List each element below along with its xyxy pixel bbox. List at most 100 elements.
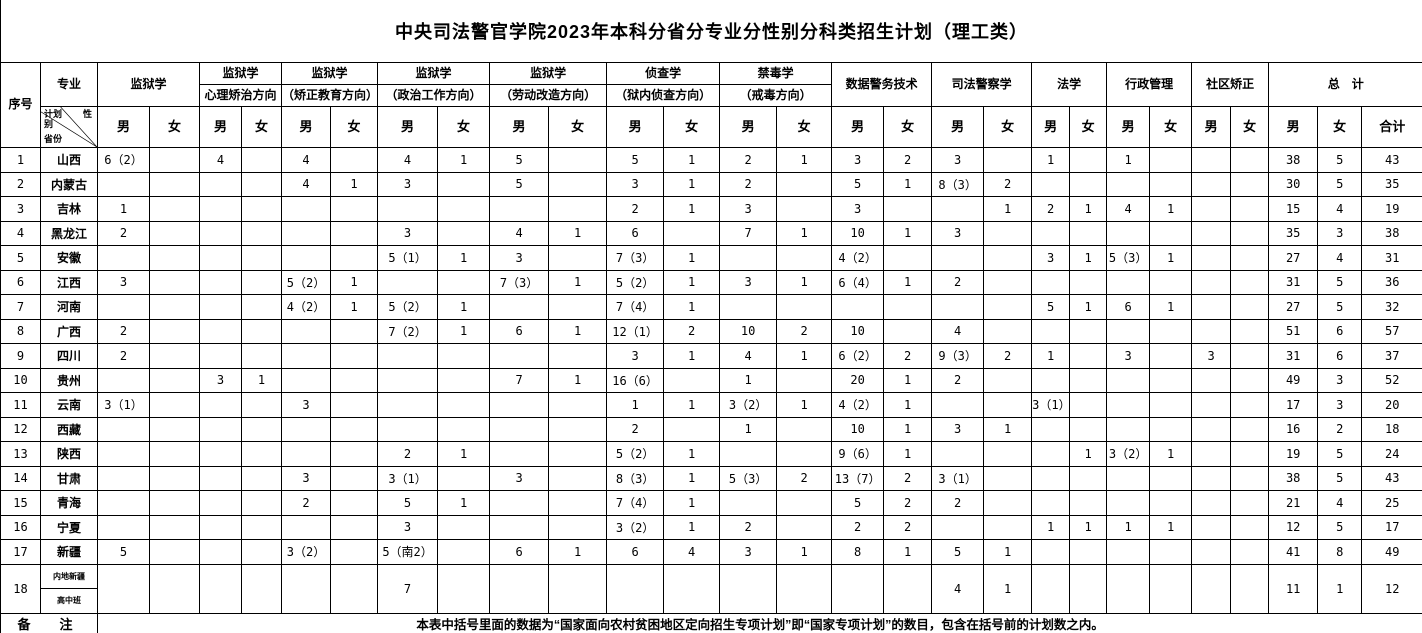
data-cell: 3 — [489, 465, 550, 491]
data-cell — [489, 343, 550, 369]
table-row: 1 山西 6（2） 4 4 4 1 5 5 1 2 1 3 2 3 1 1 38 5 43 — [0, 147, 1422, 173]
data-cell — [1191, 490, 1232, 516]
data-cell: 43 — [1361, 465, 1422, 491]
data-cell: 9（6） — [831, 441, 885, 467]
data-cell — [281, 416, 332, 442]
data-cell — [199, 343, 243, 369]
row-number-cell: 16 — [0, 514, 41, 540]
data-cell: 5 — [1317, 441, 1363, 467]
data-cell — [1191, 196, 1232, 222]
data-cell — [1149, 269, 1193, 295]
corner-gender-label-1: 性 — [82, 109, 92, 119]
data-cell — [148, 171, 201, 197]
data-cell: 2 — [883, 490, 933, 516]
data-cell — [1191, 318, 1232, 344]
group-title-8: 司法警察学 — [931, 62, 1033, 107]
data-cell — [1149, 171, 1193, 197]
data-cell — [1191, 294, 1232, 320]
data-cell — [97, 514, 150, 540]
data-cell: 1 — [437, 294, 491, 320]
data-cell — [776, 441, 833, 467]
data-cell: 19 — [1361, 196, 1422, 222]
province-cell: 新疆 — [40, 539, 98, 565]
data-cell — [148, 220, 201, 246]
data-cell: 1 — [330, 269, 379, 295]
data-cell: 3 — [931, 220, 985, 246]
data-cell — [437, 269, 491, 295]
data-cell — [199, 196, 243, 222]
data-cell: 4 — [1317, 490, 1363, 516]
data-cell: 1 — [983, 196, 1033, 222]
data-cell: 15 — [1268, 196, 1319, 222]
data-cell: 1 — [437, 245, 491, 271]
data-cell — [148, 514, 201, 540]
major-column-header: 专业 — [40, 62, 98, 107]
data-cell: 1 — [663, 441, 721, 467]
data-cell — [1069, 269, 1108, 295]
data-cell — [241, 563, 283, 614]
data-cell — [1230, 318, 1270, 344]
data-cell — [148, 196, 201, 222]
data-cell — [1069, 416, 1108, 442]
data-cell — [1069, 318, 1108, 344]
enrollment-table: 序号 专业 监狱学 监狱学 监狱学 监狱学 监狱学 侦查学 禁毒学 数据警务技术 司法警察学 法学 行政… — [0, 62, 1422, 633]
corner-diagonal-cell: 计划 性别省份 — [40, 106, 98, 148]
data-cell — [1191, 171, 1232, 197]
data-cell — [148, 318, 201, 344]
data-cell — [97, 490, 150, 516]
data-cell: 10 — [831, 318, 885, 344]
data-cell: 1 — [1149, 196, 1193, 222]
data-cell — [1031, 367, 1071, 393]
data-cell — [437, 539, 491, 565]
data-cell: 38 — [1268, 465, 1319, 491]
data-cell — [1230, 220, 1270, 246]
data-cell — [719, 294, 778, 320]
data-cell — [489, 514, 550, 540]
row-number-cell: 2 — [0, 171, 41, 197]
data-cell — [1149, 147, 1193, 173]
data-cell: 6 — [1106, 294, 1151, 320]
data-cell — [199, 269, 243, 295]
data-cell — [1149, 392, 1193, 418]
data-cell — [1230, 171, 1270, 197]
data-cell: 5（2） — [606, 269, 665, 295]
data-cell: 2 — [931, 269, 985, 295]
data-cell: 7（3） — [489, 269, 550, 295]
data-cell — [1149, 367, 1193, 393]
data-cell — [330, 318, 379, 344]
data-cell — [1230, 416, 1270, 442]
data-cell: 1 — [1317, 563, 1363, 614]
group-title-6: 禁毒学 — [719, 62, 833, 85]
data-cell: 3 — [281, 465, 332, 491]
data-cell: 8 — [831, 539, 885, 565]
data-cell: 5 — [377, 490, 439, 516]
row-number-cell: 10 — [0, 367, 41, 393]
data-cell — [489, 563, 550, 614]
data-cell — [719, 245, 778, 271]
data-cell: 2 — [883, 465, 933, 491]
data-cell — [1106, 220, 1151, 246]
data-cell — [548, 245, 608, 271]
header-row-1: 序号 专业 监狱学 监狱学 监狱学 监狱学 监狱学 侦查学 禁毒学 数据警务技术 司法警察学 法学 行政… — [0, 62, 1422, 148]
table-row: 4 黑龙江 2 3 4 1 6 7 1 10 1 3 35 3 38 — [0, 220, 1422, 246]
data-cell — [241, 441, 283, 467]
group-title-1: 监狱学 — [199, 62, 283, 85]
data-cell: 3 — [1317, 367, 1363, 393]
data-cell: 5（1） — [377, 245, 439, 271]
data-cell: 27 — [1268, 294, 1319, 320]
data-cell: 1 — [1149, 441, 1193, 467]
data-cell — [489, 416, 550, 442]
data-cell — [983, 147, 1033, 173]
data-cell: 2 — [281, 490, 332, 516]
data-cell: 1 — [883, 220, 933, 246]
data-cell — [330, 196, 379, 222]
data-cell — [983, 490, 1033, 516]
data-cell: 1 — [663, 269, 721, 295]
data-cell: 1 — [1149, 294, 1193, 320]
data-cell: 35 — [1361, 171, 1422, 197]
data-cell: 3 — [831, 196, 885, 222]
data-cell — [489, 392, 550, 418]
data-cell: 1 — [883, 367, 933, 393]
data-cell — [931, 392, 985, 418]
data-cell — [548, 490, 608, 516]
